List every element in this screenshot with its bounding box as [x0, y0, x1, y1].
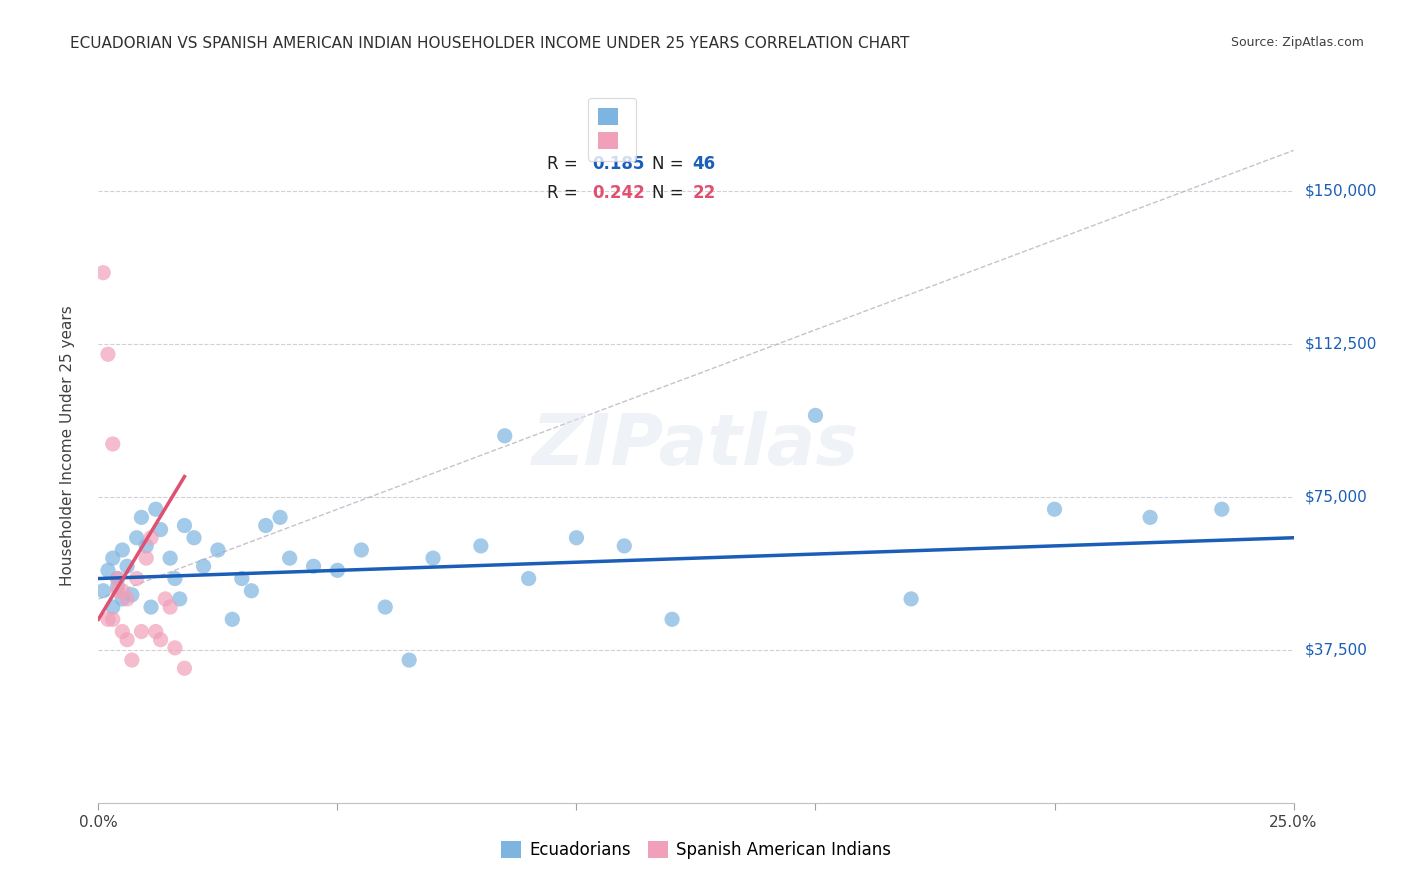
Text: 0.242: 0.242 [592, 184, 645, 202]
Point [135, 539, 157, 553]
Point [121, 588, 143, 602]
Point [97, 347, 120, 361]
Text: $150,000: $150,000 [1305, 184, 1376, 199]
Point [139, 600, 162, 615]
Point [115, 559, 138, 574]
Text: R =: R = [547, 184, 582, 202]
Point [91, 583, 114, 598]
Text: ECUADORIAN VS SPANISH AMERICAN INDIAN HOUSEHOLDER INCOME UNDER 25 YEARS CORRELAT: ECUADORIAN VS SPANISH AMERICAN INDIAN HO… [70, 36, 910, 51]
Text: 22: 22 [692, 184, 716, 202]
Text: ZIPatlas: ZIPatlas [533, 411, 859, 481]
Point [1211, 502, 1233, 516]
Point [121, 653, 143, 667]
Point [494, 429, 516, 443]
Y-axis label: Householder Income Under 25 years: Householder Income Under 25 years [60, 306, 75, 586]
Point [107, 583, 129, 598]
Point [183, 531, 205, 545]
Point [111, 543, 134, 558]
Point [169, 591, 191, 606]
Point [125, 531, 148, 545]
Point [1043, 502, 1066, 516]
Point [115, 591, 138, 606]
Point [517, 572, 540, 586]
Text: Source: ZipAtlas.com: Source: ZipAtlas.com [1230, 36, 1364, 49]
Point [91, 266, 114, 280]
Text: $112,500: $112,500 [1305, 336, 1376, 351]
Point [111, 583, 134, 598]
Point [302, 559, 325, 574]
Point [101, 600, 124, 615]
Point [159, 600, 181, 615]
Point [135, 551, 157, 566]
Point [163, 640, 186, 655]
Text: 0.185: 0.185 [592, 155, 644, 173]
Point [139, 531, 162, 545]
Point [422, 551, 444, 566]
Point [1139, 510, 1161, 524]
Point [207, 543, 229, 558]
Point [278, 551, 301, 566]
Text: N =: N = [652, 184, 689, 202]
Point [131, 510, 153, 524]
Point [97, 612, 120, 626]
Point [326, 563, 349, 577]
Point [125, 572, 148, 586]
Text: R =: R = [547, 155, 582, 173]
Point [149, 632, 172, 647]
Point [231, 572, 253, 586]
Point [149, 523, 172, 537]
Point [254, 518, 277, 533]
Point [101, 612, 124, 626]
Point [107, 572, 129, 586]
Point [111, 624, 134, 639]
Point [101, 437, 124, 451]
Point [107, 572, 129, 586]
Point [155, 591, 177, 606]
Point [240, 583, 263, 598]
Point [269, 510, 291, 524]
Point [131, 624, 153, 639]
Point [900, 591, 922, 606]
Point [173, 518, 195, 533]
Point [163, 572, 186, 586]
Point [115, 632, 138, 647]
Text: $37,500: $37,500 [1305, 642, 1368, 657]
Point [173, 661, 195, 675]
Point [97, 563, 120, 577]
Point [374, 600, 396, 615]
Point [350, 543, 373, 558]
Point [145, 502, 167, 516]
Point [398, 653, 420, 667]
Point [111, 591, 134, 606]
Point [613, 539, 636, 553]
Text: N =: N = [652, 155, 689, 173]
Point [804, 409, 827, 423]
Legend: Ecuadorians, Spanish American Indians: Ecuadorians, Spanish American Indians [495, 834, 897, 866]
Text: 46: 46 [692, 155, 716, 173]
Point [221, 612, 243, 626]
Point [159, 551, 181, 566]
Point [107, 580, 129, 594]
Text: $75,000: $75,000 [1305, 490, 1368, 505]
Point [470, 539, 492, 553]
Point [193, 559, 215, 574]
Point [565, 531, 588, 545]
Point [145, 624, 167, 639]
Point [101, 551, 124, 566]
Point [661, 612, 683, 626]
